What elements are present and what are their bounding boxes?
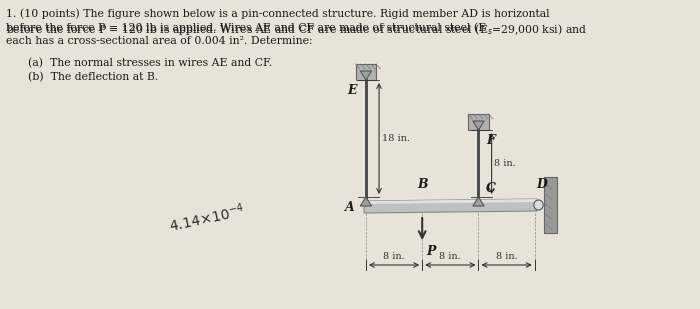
Text: 18 in.: 18 in. <box>382 134 410 143</box>
Text: 8 in.: 8 in. <box>383 252 405 261</box>
Polygon shape <box>364 199 537 213</box>
Polygon shape <box>473 197 484 206</box>
Text: (b)  The deflection at B.: (b) The deflection at B. <box>28 72 158 82</box>
Text: 8 in.: 8 in. <box>496 252 517 261</box>
Polygon shape <box>360 71 372 80</box>
Text: 8 in.: 8 in. <box>440 252 461 261</box>
Polygon shape <box>360 197 372 206</box>
Text: A: A <box>345 201 355 214</box>
Text: D: D <box>537 178 547 191</box>
FancyBboxPatch shape <box>356 64 376 80</box>
Polygon shape <box>364 199 537 204</box>
Text: B: B <box>417 178 428 191</box>
Text: 1. (10 points) The figure shown below is a pin-connected structure. Rigid member: 1. (10 points) The figure shown below is… <box>6 8 550 19</box>
Text: before the force P = 120 lb is applied. Wires AE and CF are made of structural s: before the force P = 120 lb is applied. … <box>6 22 486 32</box>
Text: C: C <box>486 182 496 195</box>
Text: F: F <box>486 134 495 147</box>
FancyBboxPatch shape <box>468 114 489 130</box>
Text: each has a cross-sectional area of 0.004 in². Determine:: each has a cross-sectional area of 0.004… <box>6 36 312 46</box>
Text: E: E <box>347 84 356 97</box>
Circle shape <box>534 200 543 210</box>
Text: P: P <box>426 245 435 258</box>
FancyBboxPatch shape <box>544 177 557 233</box>
Text: 8 in.: 8 in. <box>494 159 516 168</box>
Text: before the force P = 120 lb is applied. Wires AE and CF are made of structural s: before the force P = 120 lb is applied. … <box>6 22 587 37</box>
Polygon shape <box>473 121 484 130</box>
Text: $4.14\!\times\!10^{-4}$: $4.14\!\times\!10^{-4}$ <box>167 201 246 235</box>
Text: (a)  The normal stresses in wires AE and CF.: (a) The normal stresses in wires AE and … <box>28 58 272 68</box>
